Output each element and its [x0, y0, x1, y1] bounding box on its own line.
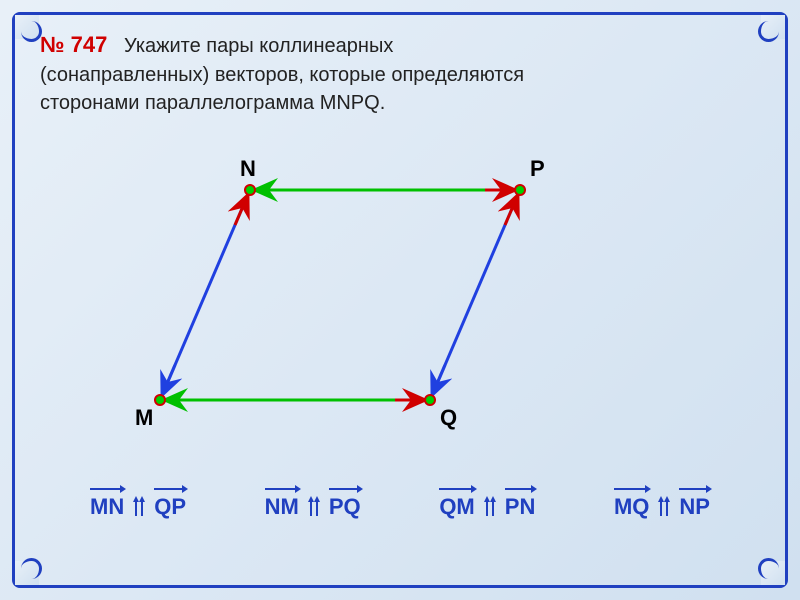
problem-number: № 747 [40, 32, 107, 57]
content-area: № 747 Укажите пары коллинеарных (сонапра… [40, 30, 760, 570]
vec-label: MQ [614, 494, 649, 520]
answer-row: MN QP NM PQ QM PN MQ NP [90, 494, 710, 520]
problem-text-2: (сонаправленных) векторов, которые опред… [40, 64, 524, 86]
problem-text-3: сторонами параллелограмма MNPQ. [40, 92, 385, 114]
label-P: P [530, 156, 545, 182]
label-N: N [240, 156, 256, 182]
vec-label: NP [679, 494, 710, 520]
arrow-PQ-to-Q [433, 365, 445, 393]
vertex-Q [425, 395, 435, 405]
label-Q: Q [440, 405, 457, 431]
codirectional-icon [657, 496, 671, 518]
problem-statement: № 747 Укажите пары коллинеарных (сонапра… [40, 30, 760, 117]
label-M: M [135, 405, 153, 431]
vec-label: QM [439, 494, 474, 520]
answer-pair-2: NM PQ [265, 494, 361, 520]
answer-pair-1: MN QP [90, 494, 186, 520]
problem-text-1: Укажите пары коллинеарных [124, 35, 393, 57]
diagram-svg [100, 150, 580, 440]
answer-pair-3: QM PN [439, 494, 535, 520]
answer-pair-4: MQ NP [614, 494, 710, 520]
vertex-P [515, 185, 525, 195]
arrow-MN-to-N [235, 197, 247, 225]
codirectional-icon [307, 496, 321, 518]
vertex-M [155, 395, 165, 405]
codirectional-icon [132, 496, 146, 518]
vec-label: QP [154, 494, 186, 520]
parallelogram-diagram: M N P Q [100, 150, 580, 430]
vec-label: MN [90, 494, 124, 520]
arrow-QP-to-P [505, 197, 517, 225]
codirectional-icon [483, 496, 497, 518]
arrow-NM-to-M [163, 365, 175, 393]
vec-label: PN [505, 494, 536, 520]
vec-label: PQ [329, 494, 361, 520]
vertex-N [245, 185, 255, 195]
vec-label: NM [265, 494, 299, 520]
